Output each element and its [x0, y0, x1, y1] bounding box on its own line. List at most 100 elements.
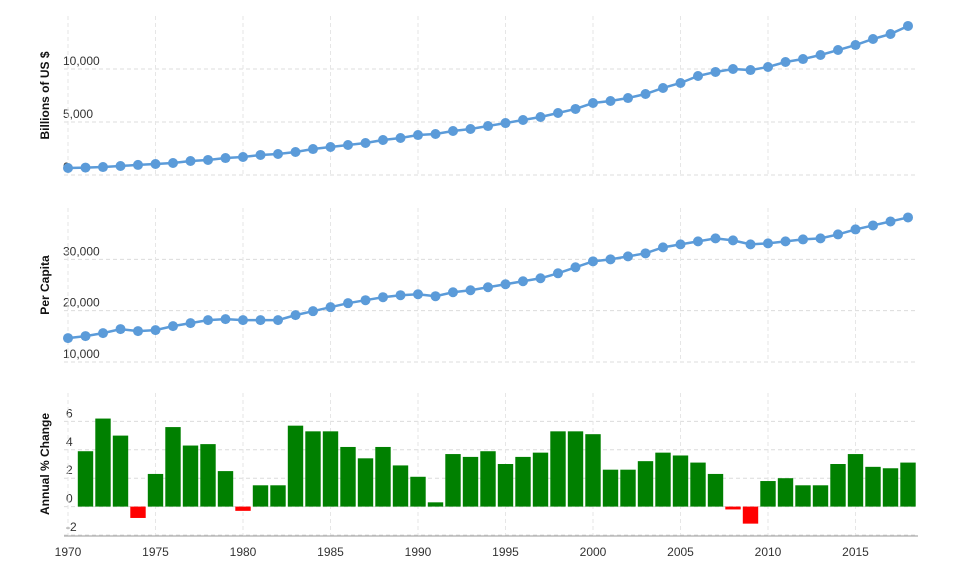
- bar: [130, 506, 146, 518]
- marker: [518, 114, 528, 125]
- bar: [585, 434, 601, 507]
- marker: [325, 142, 336, 153]
- marker: [605, 96, 616, 107]
- bar: [77, 451, 94, 507]
- bar: [480, 451, 496, 507]
- bar: [637, 461, 654, 507]
- marker: [658, 242, 668, 253]
- bar: [532, 452, 549, 507]
- marker: [80, 162, 91, 173]
- marker: [868, 220, 878, 231]
- y-tick-label: -2: [66, 520, 77, 534]
- bar: [882, 468, 899, 507]
- bar: [357, 458, 374, 507]
- marker: [203, 315, 213, 326]
- marker: [780, 236, 791, 247]
- marker: [238, 315, 248, 326]
- marker: [290, 310, 301, 321]
- marker: [693, 70, 703, 81]
- y-tick-label: 4: [66, 435, 73, 449]
- marker: [605, 254, 616, 265]
- marker: [80, 331, 91, 342]
- bar: [620, 469, 636, 507]
- bar: [742, 506, 759, 524]
- bar: [427, 502, 444, 507]
- marker: [500, 279, 511, 290]
- marker: [465, 285, 476, 296]
- marker: [868, 34, 878, 45]
- bar: [550, 431, 566, 507]
- marker: [728, 235, 738, 246]
- marker: [185, 318, 196, 329]
- marker: [710, 66, 721, 77]
- x-tick-label: 2010: [755, 545, 782, 559]
- x-tick-label: 1970: [55, 545, 82, 559]
- bar: [287, 425, 304, 507]
- marker: [168, 321, 178, 332]
- y-tick-label: 6: [66, 406, 73, 420]
- x-tick-label: 1985: [317, 545, 344, 559]
- marker: [448, 126, 458, 137]
- y-tick-label: 0: [66, 492, 73, 506]
- x-tick-label: 2005: [667, 545, 694, 559]
- marker: [98, 328, 108, 339]
- marker: [903, 20, 913, 31]
- bar: [462, 456, 479, 507]
- marker: [343, 298, 353, 309]
- x-tick-label: 1995: [492, 545, 519, 559]
- marker: [115, 324, 126, 335]
- bar: [515, 456, 531, 507]
- marker: [203, 154, 213, 165]
- marker: [763, 238, 773, 249]
- marker: [675, 239, 686, 250]
- y-tick-label: 5,000: [63, 107, 93, 121]
- marker: [693, 236, 703, 247]
- marker: [255, 315, 266, 326]
- bar: [95, 418, 111, 507]
- y-axis-title: Per Capita: [38, 255, 52, 315]
- marker: [850, 40, 861, 51]
- bar: [760, 481, 776, 507]
- marker: [588, 98, 598, 109]
- marker: [150, 325, 161, 336]
- y-axis-title: Billions of US $: [38, 51, 52, 139]
- marker: [220, 153, 231, 164]
- marker: [745, 65, 756, 76]
- marker: [255, 149, 266, 160]
- marker: [413, 130, 423, 141]
- marker: [63, 333, 73, 344]
- marker: [430, 291, 441, 302]
- bar: [830, 464, 846, 507]
- bar: [812, 485, 829, 507]
- bar: [340, 446, 356, 507]
- bar: [497, 464, 514, 507]
- bar: [112, 435, 129, 507]
- bar: [655, 452, 671, 507]
- marker: [238, 151, 248, 162]
- bar: [200, 444, 216, 507]
- marker: [833, 45, 843, 56]
- marker: [833, 229, 843, 240]
- bar: [147, 473, 164, 507]
- marker: [465, 123, 476, 134]
- marker: [395, 290, 406, 301]
- marker: [273, 149, 283, 160]
- bar: [795, 485, 811, 507]
- marker: [675, 77, 686, 88]
- marker: [133, 326, 143, 337]
- bar: [602, 469, 619, 507]
- marker: [798, 54, 808, 65]
- marker: [273, 315, 283, 326]
- y-tick-label: 10,000: [63, 347, 100, 361]
- bar: [672, 455, 689, 507]
- marker: [290, 146, 301, 157]
- bar: [410, 476, 426, 507]
- x-tick-label: 1990: [405, 545, 432, 559]
- y-tick-label: 30,000: [63, 244, 100, 258]
- marker: [640, 89, 651, 100]
- marker: [360, 295, 371, 306]
- bar: [900, 462, 916, 507]
- marker: [133, 159, 143, 170]
- marker: [168, 158, 178, 169]
